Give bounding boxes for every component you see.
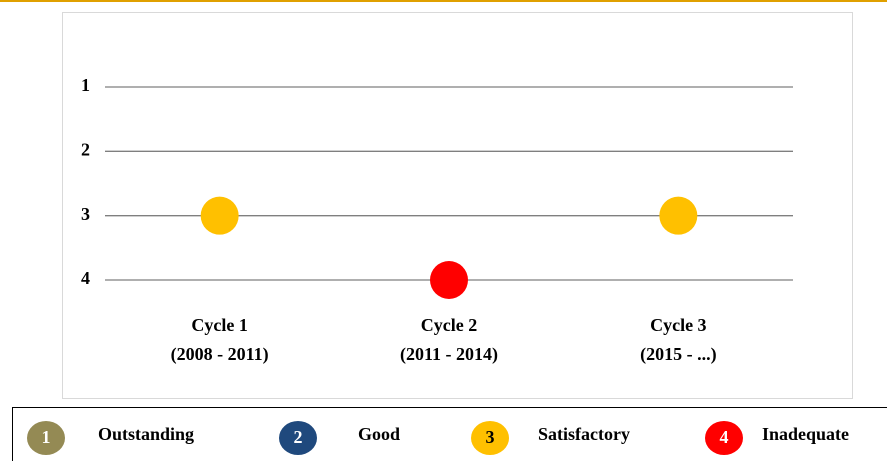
x-tick-label: Cycle 1 — [191, 315, 247, 335]
rating-point — [430, 261, 468, 299]
legend-number: 3 — [486, 427, 495, 447]
x-tick-label: Cycle 2 — [421, 315, 477, 335]
x-tick-period: (2008 - 2011) — [171, 344, 269, 365]
legend-number: 4 — [720, 427, 729, 447]
legend-swatch — [705, 421, 743, 455]
y-tick-label: 4 — [81, 268, 90, 288]
legend-swatch — [471, 421, 509, 455]
legend-swatch — [279, 421, 317, 455]
legend-frame — [12, 407, 887, 461]
legend-number: 2 — [294, 427, 303, 447]
y-tick-label: 1 — [81, 75, 90, 95]
y-tick-label: 3 — [81, 204, 90, 224]
legend-label: Satisfactory — [538, 424, 630, 444]
plot-frame — [62, 12, 853, 399]
x-tick-period: (2011 - 2014) — [400, 344, 498, 365]
y-tick-label: 2 — [81, 139, 90, 159]
x-tick-label: Cycle 3 — [650, 315, 706, 335]
legend-number: 1 — [42, 427, 51, 447]
x-tick-period: (2015 - ...) — [640, 344, 716, 365]
rating-point — [659, 196, 698, 235]
top-border — [0, 0, 887, 2]
legend-label: Good — [358, 424, 400, 444]
rating-point — [200, 196, 239, 235]
legend-swatch — [27, 421, 65, 455]
legend-label: Outstanding — [98, 424, 194, 444]
legend-label: Inadequate — [762, 424, 849, 444]
